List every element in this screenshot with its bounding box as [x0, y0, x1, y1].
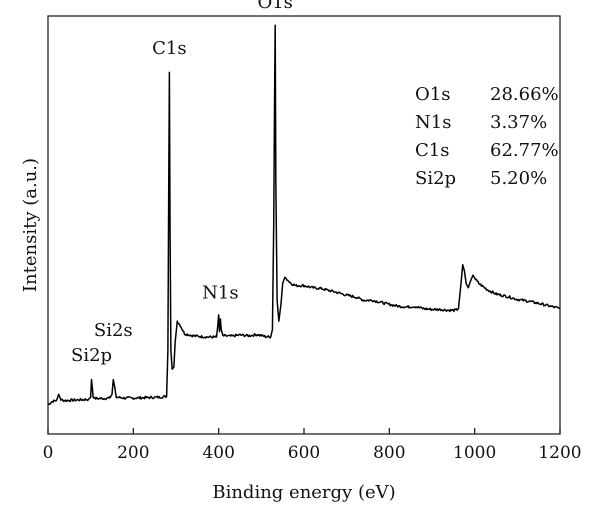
x-tick-label: 200: [117, 443, 149, 463]
composition-table: O1s 28.66% N1s 3.37% C1s 62.77% Si2p 5.20%: [415, 84, 559, 189]
x-tick-label: 0: [43, 443, 54, 463]
spectrum-series-line: [47, 24, 561, 406]
peak-labels: Si2p Si2s C1s N1s O1s: [71, 0, 293, 366]
x-axis-ticks: [47, 428, 561, 434]
composition-element: C1s: [415, 140, 449, 161]
peak-label-o1s: O1s: [257, 0, 292, 13]
y-axis-label: Intensity (a.u.): [20, 158, 41, 292]
peak-label-si2s: Si2s: [94, 320, 133, 341]
x-tick-label: 800: [373, 443, 405, 463]
composition-value: 5.20%: [490, 168, 547, 189]
composition-element: O1s: [415, 84, 450, 105]
x-tick-label: 600: [288, 443, 320, 463]
x-tick-label: 1000: [453, 443, 496, 463]
composition-value: 3.37%: [490, 112, 547, 133]
x-axis-label: Binding energy (eV): [212, 482, 395, 503]
peak-label-si2p: Si2p: [71, 345, 112, 366]
peak-label-c1s: C1s: [152, 38, 186, 59]
composition-value: 62.77%: [490, 140, 559, 161]
composition-element: N1s: [415, 112, 451, 133]
x-axis-tick-labels: 0 200 400 600 800 1000 1200: [43, 443, 582, 463]
x-tick-label: 400: [202, 443, 234, 463]
plot-frame: [47, 15, 561, 435]
x-tick-label: 1200: [538, 443, 581, 463]
composition-value: 28.66%: [490, 84, 559, 105]
composition-element: Si2p: [415, 168, 456, 189]
peak-label-n1s: N1s: [202, 283, 238, 304]
